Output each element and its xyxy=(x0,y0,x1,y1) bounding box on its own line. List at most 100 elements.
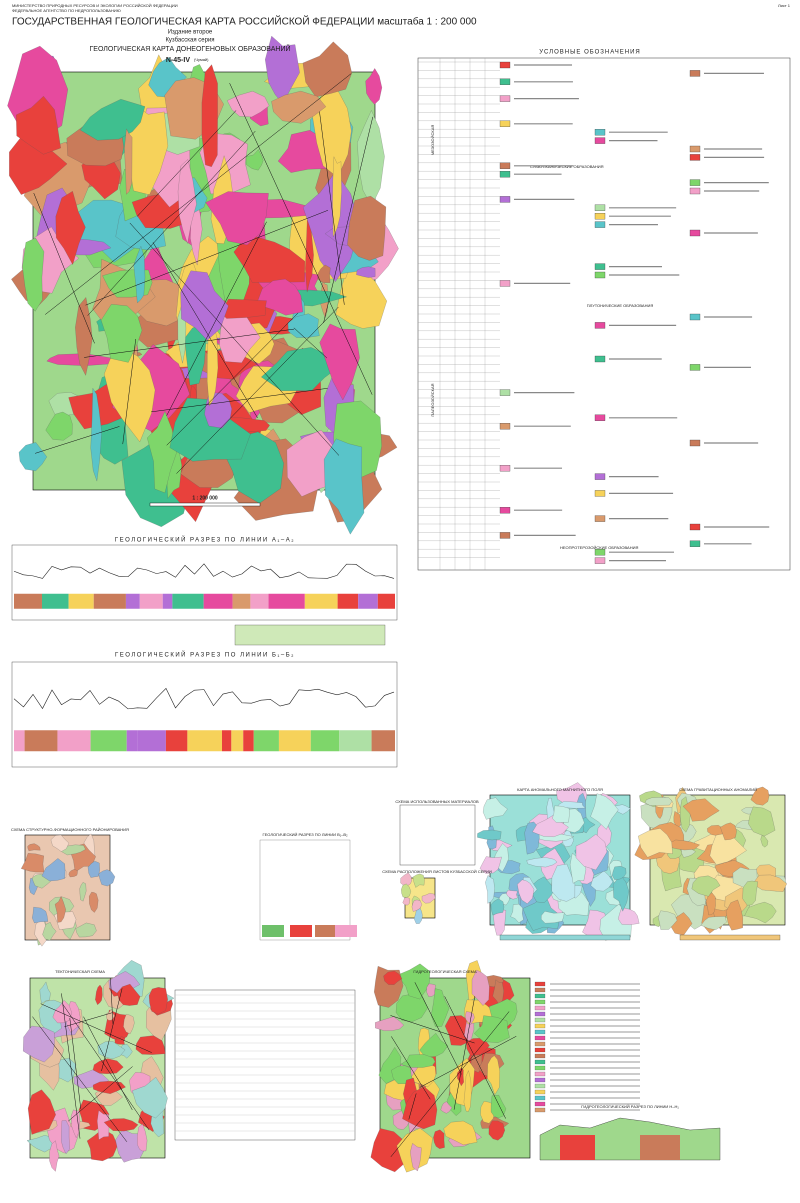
hydro-legend-swatch xyxy=(534,1005,546,1011)
hydro-scheme-unit xyxy=(426,983,436,997)
sheet-code: N-45-IV xyxy=(166,57,190,64)
geologic-map-unit xyxy=(124,128,133,195)
era: ПАЛЕОЗОЙСКАЯ xyxy=(430,383,435,416)
hydro-scheme-unit xyxy=(443,1120,478,1146)
legend-heading: НЕОПРОТЕРОЗОЙСКИЕ ОБРАЗОВАНИЯ xyxy=(560,545,638,550)
hydro-scheme-unit xyxy=(402,1086,438,1130)
magnetic-map-unit xyxy=(482,797,508,820)
hydro-legend-swatch xyxy=(534,1107,546,1113)
geologic-map-unit xyxy=(271,90,327,124)
tectonic-scheme-unit xyxy=(95,984,103,1005)
geologic-map-unit xyxy=(356,266,376,278)
gravity-map-unit xyxy=(691,875,721,897)
gravity-map-unit xyxy=(638,828,673,858)
fault xyxy=(84,328,295,358)
tectonic-scheme-unit xyxy=(123,1014,135,1035)
hydro-legend-swatch xyxy=(534,1041,546,1047)
sheets-scheme-unit xyxy=(412,873,425,888)
hydro-scheme-unit xyxy=(383,970,403,985)
zoning-scheme-unit xyxy=(21,853,45,873)
sheets-scheme-unit xyxy=(400,872,412,886)
hydro-legend-swatch xyxy=(534,1047,546,1053)
geologic-map-unit xyxy=(133,245,146,304)
geologic-map-unit xyxy=(332,156,342,238)
legend-swatch xyxy=(689,523,701,531)
geologic-map-unit xyxy=(205,191,269,246)
legend-title: УСЛОВНЫЕ ОБОЗНАЧЕНИЯ xyxy=(539,50,641,56)
section-a-unit xyxy=(377,593,395,609)
legend-swatch xyxy=(689,313,701,321)
section-a-unit xyxy=(162,593,173,609)
hydro-scheme-unit xyxy=(431,988,450,1027)
section-b-unit xyxy=(371,730,395,752)
geologic-map-unit xyxy=(55,191,86,265)
sheets-scheme-unit xyxy=(421,893,436,904)
geologic-map-unit xyxy=(18,442,47,472)
hydro-legend-swatch xyxy=(534,987,546,993)
fault xyxy=(122,339,136,445)
zoning-scheme-unit xyxy=(68,869,78,878)
legend-swatch xyxy=(499,162,511,169)
section-a-unit xyxy=(41,593,69,609)
fault xyxy=(293,327,328,359)
hydro-scheme-unit xyxy=(410,1143,422,1172)
gravity-map-unit xyxy=(705,892,716,916)
geologic-map-unit xyxy=(90,387,102,482)
hydro-legend-swatch xyxy=(534,1071,546,1077)
section-c-unit xyxy=(335,925,357,937)
section-b-unit xyxy=(339,730,372,752)
geologic-map-unit xyxy=(104,344,156,443)
sheet-name: (Чумай) xyxy=(194,57,209,62)
section-b-unit xyxy=(243,730,254,752)
section-b-unit xyxy=(90,730,127,752)
title: ГОСУДАРСТВЕННАЯ ГЕОЛОГИЧЕСКАЯ КАРТА РОСС… xyxy=(12,15,477,28)
scale: 1 : 200 000 xyxy=(192,495,218,501)
legend-swatch xyxy=(499,196,511,203)
fault xyxy=(323,116,374,323)
section-b-unit xyxy=(57,730,91,752)
legend-swatch xyxy=(689,179,701,186)
hydro-section-unit xyxy=(560,1135,595,1160)
legend-swatch xyxy=(594,129,606,136)
geologic-map-unit xyxy=(100,304,143,363)
section-b-unit xyxy=(14,730,25,752)
section-b-unit xyxy=(165,730,188,752)
hydro-legend-swatch xyxy=(534,1083,546,1089)
magnetic-map-unit xyxy=(506,889,518,900)
fault xyxy=(85,210,329,306)
section-a-unit xyxy=(68,593,94,609)
legend-swatch xyxy=(594,204,606,211)
tectonic-scheme-unit xyxy=(137,1123,148,1152)
legend-swatch xyxy=(594,263,606,270)
geologic-map-unit xyxy=(365,68,383,105)
gravity-scale xyxy=(679,934,781,941)
series: Кузбасская серия xyxy=(165,38,214,44)
magnetic-map-unit xyxy=(485,875,495,904)
scale-bar xyxy=(149,502,261,507)
legend-swatch xyxy=(499,465,511,472)
tectonic-fault xyxy=(67,1066,133,1122)
edition: Издание второе xyxy=(168,30,213,36)
sheets-scheme-unit xyxy=(411,899,423,912)
section-b-unit xyxy=(221,730,232,752)
legend-swatch xyxy=(499,78,511,85)
geologic-map-unit xyxy=(261,347,338,391)
inset-title: КАРТА АНОМАЛЬНОГО МАГНИТНОГО ПОЛЯ xyxy=(517,787,603,792)
hydro-fault xyxy=(391,1036,431,1100)
hydro-legend-swatch xyxy=(534,1095,546,1101)
hydro-legend-swatch xyxy=(534,1023,546,1029)
tectonic-scheme-unit xyxy=(49,1140,60,1172)
legend-swatch xyxy=(499,507,511,514)
magnetic-map-unit xyxy=(618,907,640,925)
fault xyxy=(166,312,299,446)
inset-title: СХЕМА ИСПОЛЬЗОВАННЫХ МАТЕРИАЛОВ xyxy=(395,799,479,804)
magnetic-map-unit xyxy=(479,856,502,874)
hydro-fault xyxy=(414,982,462,1075)
legend-swatch xyxy=(689,364,701,371)
tectonic-scheme-unit xyxy=(23,1025,55,1063)
hydro-scheme-unit xyxy=(487,1055,500,1096)
materials-scheme xyxy=(399,804,476,866)
gravity-map-unit xyxy=(750,786,770,806)
hydro-fault xyxy=(408,1093,417,1120)
hydro-legend-swatch xyxy=(534,1011,546,1017)
